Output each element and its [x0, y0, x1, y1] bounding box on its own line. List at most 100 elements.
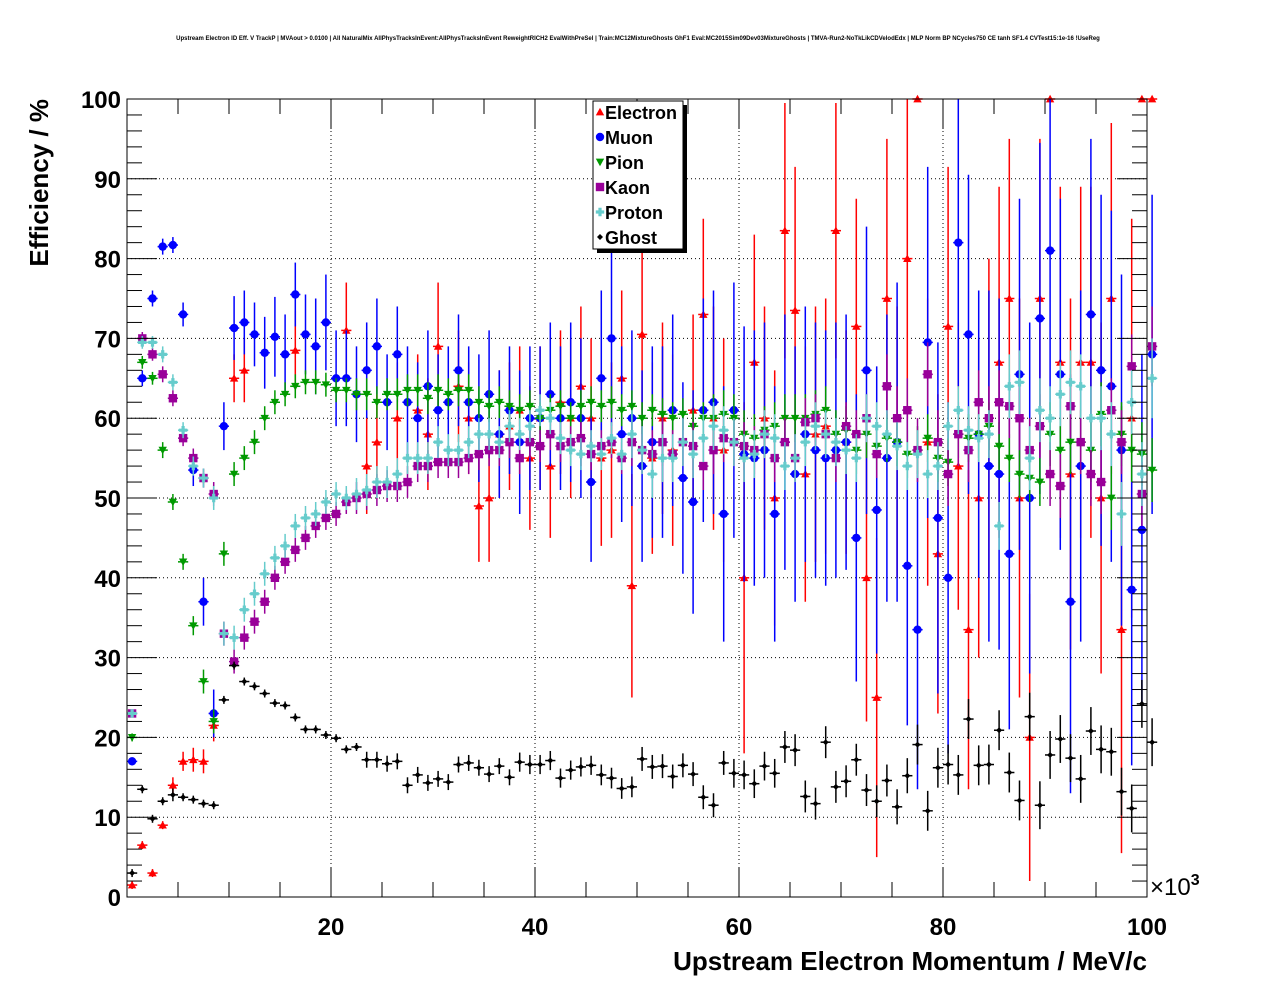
marker-triangle-up	[291, 346, 300, 354]
marker-diamond	[618, 785, 625, 792]
marker-diamond	[322, 732, 329, 739]
marker-square	[974, 398, 983, 407]
marker-triangle-down	[219, 550, 229, 559]
data-point-ghost	[167, 788, 178, 802]
marker-triangle-down	[423, 394, 433, 403]
marker-triangle-up	[484, 493, 494, 502]
marker-triangle-up	[127, 880, 137, 889]
data-point-proton	[1085, 386, 1096, 451]
data-point-proton	[708, 402, 719, 451]
marker-square	[943, 469, 953, 479]
data-point-proton	[249, 581, 260, 606]
marker-triangle-down	[148, 374, 157, 383]
data-point-pion	[137, 355, 148, 369]
marker-cross	[260, 569, 269, 579]
marker-cross	[495, 437, 504, 447]
data-point-ghost	[545, 750, 556, 771]
marker-diamond	[883, 777, 890, 784]
marker-triangle-down	[994, 442, 1004, 451]
data-point-pion	[586, 386, 597, 419]
marker-triangle-down	[189, 622, 198, 630]
data-point-muon	[320, 274, 331, 371]
data-point-muon	[137, 370, 148, 387]
marker-diamond	[1047, 751, 1054, 758]
marker-square	[1096, 477, 1106, 487]
data-point-pion	[667, 402, 678, 435]
marker-diamond	[537, 761, 544, 768]
marker-diamond	[404, 782, 411, 789]
data-point-muon	[229, 296, 240, 360]
marker-diamond	[506, 774, 513, 781]
data-point-muon	[239, 290, 250, 355]
marker-triangle-down	[515, 406, 524, 415]
data-point-pion	[433, 374, 444, 407]
marker-square	[291, 545, 300, 555]
data-point-proton	[922, 450, 933, 498]
data-point-proton	[688, 430, 699, 479]
data-point-ghost	[127, 869, 138, 878]
marker-square	[433, 457, 443, 467]
marker-cross	[209, 493, 218, 503]
marker-triangle-down	[454, 386, 463, 395]
data-point-proton	[320, 490, 331, 514]
marker-diamond	[945, 761, 952, 768]
marker-triangle-down	[1005, 454, 1014, 463]
marker-square	[1076, 437, 1085, 447]
marker-circle	[148, 294, 157, 303]
marker-cross	[1066, 378, 1075, 387]
marker-cross	[954, 406, 963, 415]
marker-triangle-down	[1107, 494, 1116, 503]
marker-cross	[444, 445, 453, 455]
data-point-ghost	[157, 797, 168, 806]
marker-diamond	[1087, 728, 1094, 735]
marker-diamond	[1128, 805, 1135, 812]
marker-cross	[352, 489, 361, 499]
data-point-proton	[280, 533, 291, 558]
marker-triangle-down	[1056, 446, 1065, 455]
marker-cross	[668, 453, 677, 463]
data-point-ghost	[494, 758, 505, 775]
data-point-proton	[402, 442, 413, 475]
data-point-muon	[953, 99, 964, 387]
data-point-pion	[412, 374, 423, 407]
marker-diamond	[720, 759, 727, 766]
marker-circle	[586, 477, 596, 487]
data-point-kaon	[239, 625, 250, 650]
marker-cross	[964, 425, 973, 435]
data-point-ghost	[433, 770, 444, 787]
data-point-ghost	[1106, 727, 1117, 776]
data-point-muon	[198, 577, 209, 626]
marker-triangle-down	[280, 390, 290, 399]
marker-circle	[260, 348, 269, 357]
data-point-kaon	[259, 589, 270, 614]
marker-diamond	[822, 739, 829, 746]
data-point-kaon	[249, 609, 260, 634]
data-point-muon	[616, 346, 627, 522]
y-tick-label: 30	[94, 646, 121, 673]
marker-diamond	[169, 791, 176, 798]
marker-triangle-down	[331, 386, 341, 395]
y-tick-label: 80	[94, 247, 121, 274]
marker-triangle-up	[903, 254, 912, 262]
data-point-proton	[1024, 426, 1035, 491]
marker-cross	[403, 453, 412, 463]
marker-diamond	[465, 759, 472, 766]
data-point-ghost	[504, 769, 515, 786]
data-point-ghost	[861, 774, 872, 807]
marker-diamond	[261, 690, 268, 697]
data-point-ghost	[1096, 725, 1107, 774]
data-point-ghost	[1075, 754, 1086, 803]
marker-triangle-up	[474, 501, 484, 510]
data-point-proton	[1116, 482, 1127, 546]
data-point-proton	[779, 442, 790, 491]
marker-triangle-down	[1127, 446, 1136, 455]
data-point-ghost	[259, 689, 270, 698]
data-point-proton	[810, 402, 821, 451]
data-point-pion	[402, 374, 413, 407]
marker-cross	[648, 469, 657, 479]
marker-triangle-down	[566, 414, 575, 423]
marker-triangle-up	[342, 326, 351, 334]
marker-diamond	[139, 786, 146, 793]
series-layer	[127, 94, 1158, 890]
marker-triangle-down	[617, 406, 626, 415]
